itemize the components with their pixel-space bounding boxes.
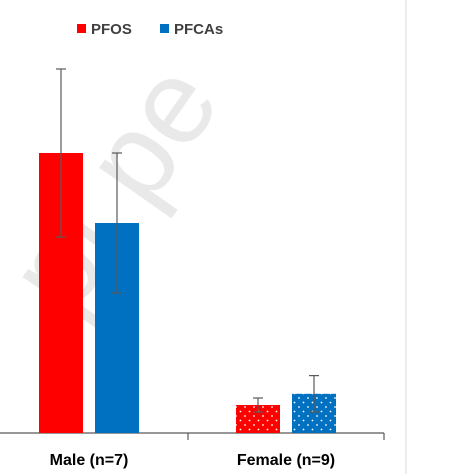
- x-tick-label-female: Female (n=9): [237, 452, 335, 469]
- error-bar-pfos-male: [56, 68, 66, 238]
- error-bar-pfcas-female: [309, 375, 319, 413]
- legend-label-pfos: PFOS: [91, 21, 132, 38]
- legend: PFOS PFCAs: [77, 21, 223, 38]
- legend-swatch-pfcas: [160, 24, 169, 33]
- error-bar-pfcas-male: [112, 152, 122, 294]
- legend-label-pfcas: PFCAs: [174, 21, 223, 38]
- error-bar-pfos-female: [253, 397, 263, 413]
- x-tick-label-male: Male (n=7): [50, 452, 129, 469]
- bars: [39, 68, 336, 433]
- legend-swatch-pfos: [77, 24, 86, 33]
- x-axis: Male (n=7) Female (n=9): [0, 432, 385, 469]
